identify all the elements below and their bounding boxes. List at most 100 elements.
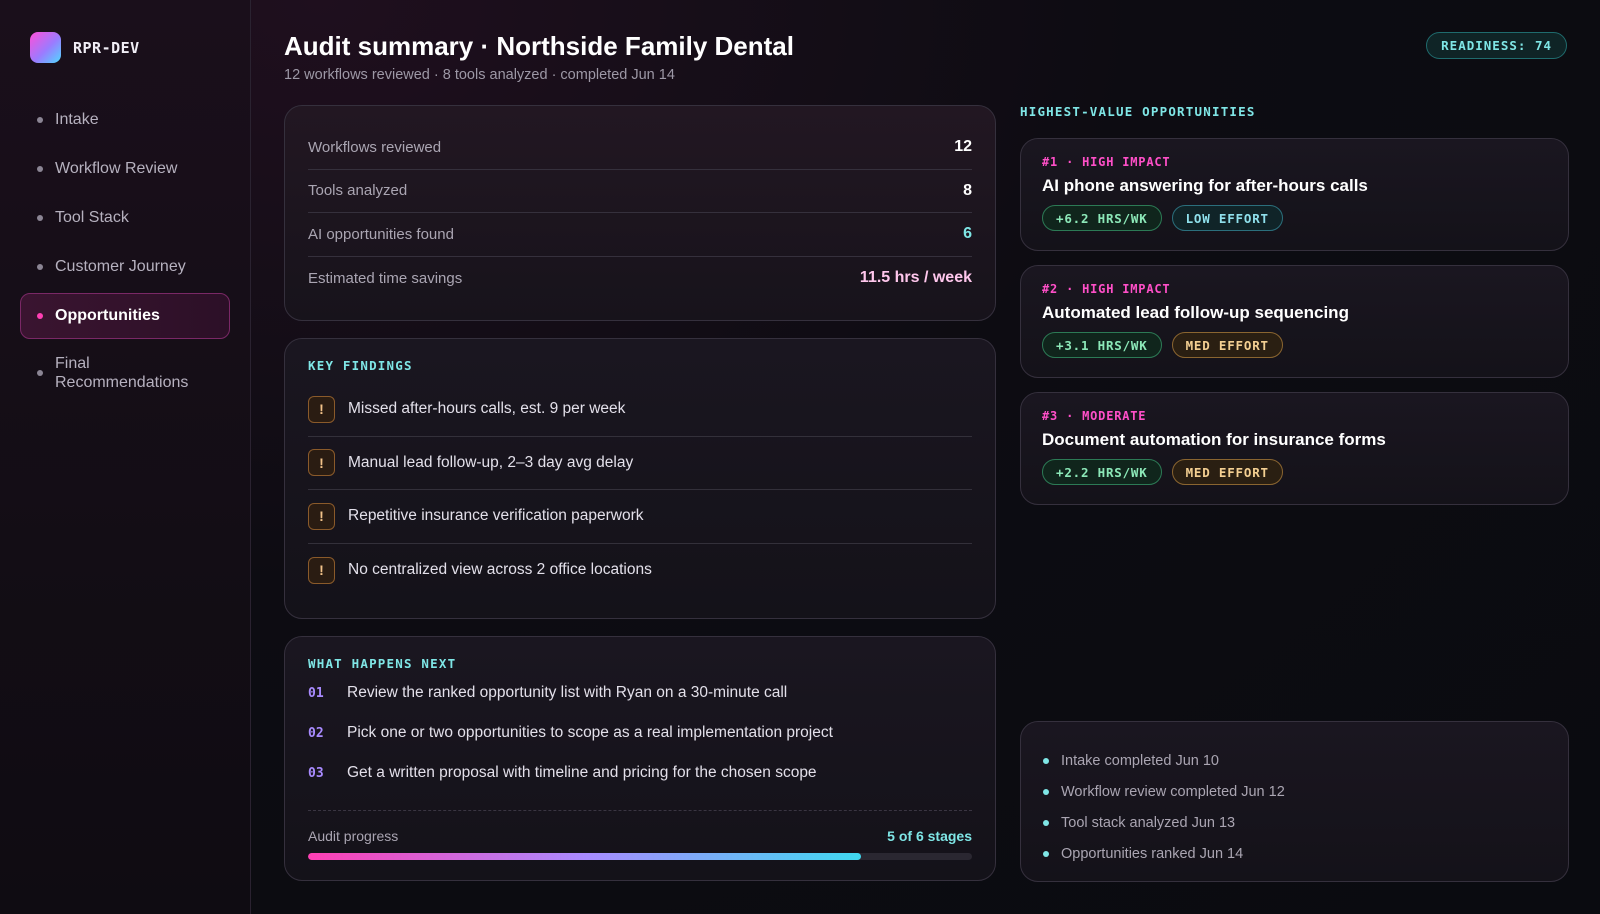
bullet-icon — [37, 165, 43, 172]
bullet-icon — [1043, 850, 1049, 857]
stats-card: Workflows reviewed 12 Tools analyzed 8 A… — [284, 105, 996, 321]
progress-bar-fill — [308, 853, 862, 860]
step-text: Review the ranked opportunity list with … — [347, 684, 788, 701]
progress-header: Audit progress 5 of 6 stages — [308, 828, 972, 844]
timeline-item: Opportunities ranked Jun 14 — [1043, 838, 1546, 869]
bullet-icon — [37, 313, 43, 319]
finding-item: ! Manual lead follow-up, 2–3 day avg del… — [308, 437, 972, 490]
finding-item: ! No centralized view across 2 office lo… — [308, 544, 972, 598]
warning-icon: ! — [308, 449, 335, 477]
timeline-item: Workflow review completed Jun 12 — [1043, 776, 1546, 807]
step-item: 03 Get a written proposal with timeline … — [308, 764, 972, 804]
step-item: 02 Pick one or two opportunities to scop… — [308, 724, 972, 764]
step-number: 02 — [308, 726, 324, 741]
effort-badge: LOW EFFORT — [1171, 205, 1283, 231]
timeline-item: Tool stack analyzed Jun 13 — [1043, 807, 1546, 838]
opportunity-rank: #1 · HIGH IMPACT — [1042, 155, 1171, 169]
step-item: 01 Review the ranked opportunity list wi… — [308, 684, 972, 724]
warning-icon: ! — [308, 502, 335, 530]
timeline-text: Tool stack analyzed Jun 13 — [1061, 814, 1236, 831]
warning-icon: ! — [308, 395, 335, 423]
timeline-text: Intake completed Jun 10 — [1061, 752, 1219, 769]
opportunity-rank: #2 · HIGH IMPACT — [1042, 282, 1171, 296]
opportunity-pills: +2.2 HRS/WK MED EFFORT — [1042, 459, 1547, 485]
opportunity-title: AI phone answering for after-hours calls — [1042, 176, 1368, 195]
stat-row: Workflows reviewed 12 — [308, 126, 972, 170]
finding-item: ! Missed after-hours calls, est. 9 per w… — [308, 383, 972, 437]
finding-item: ! Repetitive insurance verification pape… — [308, 490, 972, 544]
sidebar-item-label: Intake — [55, 110, 99, 128]
sidebar-item-final-recommendations[interactable]: Final Recommendations — [20, 341, 230, 405]
steps-list: 01 Review the ranked opportunity list wi… — [308, 684, 972, 804]
opportunities-heading: HIGHEST-VALUE OPPORTUNITIES — [1020, 104, 1256, 119]
stat-label: Workflows reviewed — [308, 138, 442, 156]
stat-label: Estimated time savings — [308, 269, 463, 287]
opportunity-pills: +3.1 HRS/WK MED EFFORT — [1042, 332, 1547, 358]
finding-text: Manual lead follow-up, 2–3 day avg delay — [348, 453, 634, 471]
stat-row: AI opportunities found 6 — [308, 213, 972, 257]
bullet-icon — [1043, 757, 1049, 764]
brand-logo-icon — [30, 32, 61, 63]
sidebar-item-label: Customer Journey — [55, 257, 186, 275]
warning-icon: ! — [308, 556, 335, 584]
sidebar: RPR-DEV Intake Workflow Review Tool Stac… — [0, 0, 251, 914]
timeline-text: Opportunities ranked Jun 14 — [1061, 845, 1244, 862]
opportunity-rank: #3 · MODERATE — [1042, 409, 1147, 423]
next-steps-card: WHAT HAPPENS NEXT 01 Review the ranked o… — [284, 636, 996, 881]
brand-name: RPR-DEV — [73, 38, 140, 57]
sidebar-item-label: Workflow Review — [55, 159, 178, 177]
hours-badge: +2.2 HRS/WK — [1042, 459, 1162, 485]
step-text: Get a written proposal with timeline and… — [347, 764, 817, 781]
readiness-badge: READINESS: 74 — [1426, 32, 1567, 59]
timeline-card: Intake completed Jun 10 Workflow review … — [1020, 721, 1569, 882]
sidebar-item-customer-journey[interactable]: Customer Journey — [20, 242, 230, 291]
timeline-item: Intake completed Jun 10 — [1043, 745, 1546, 776]
page-title: Audit summary · Northside Family Dental — [284, 31, 794, 61]
sidebar-item-label: Tool Stack — [55, 208, 129, 226]
step-number: 01 — [308, 686, 324, 701]
page-subtitle: 12 workflows reviewed · 8 tools analyzed… — [284, 67, 675, 83]
finding-text: Repetitive insurance verification paperw… — [348, 507, 644, 525]
stat-value: 11.5 hrs / week — [859, 269, 972, 287]
stat-value: 12 — [954, 138, 972, 156]
sidebar-item-tool-stack[interactable]: Tool Stack — [20, 193, 230, 242]
opportunity-title: Automated lead follow-up sequencing — [1042, 303, 1349, 322]
sidebar-item-label: Opportunities — [55, 307, 160, 324]
key-findings-heading: KEY FINDINGS — [308, 358, 413, 373]
opportunity-pills: +6.2 HRS/WK LOW EFFORT — [1042, 205, 1547, 231]
bullet-icon — [1043, 788, 1049, 795]
step-text: Pick one or two opportunities to scope a… — [347, 724, 833, 741]
sidebar-item-workflow-review[interactable]: Workflow Review — [20, 144, 230, 193]
opportunity-card[interactable]: #2 · HIGH IMPACT Automated lead follow-u… — [1020, 265, 1569, 378]
next-steps-heading: WHAT HAPPENS NEXT — [308, 656, 457, 671]
bullet-icon — [37, 263, 43, 270]
stat-label: Tools analyzed — [308, 182, 408, 200]
sidebar-nav: Intake Workflow Review Tool Stack Custom… — [20, 95, 230, 405]
sidebar-item-label: Final Recommendations — [55, 355, 189, 391]
finding-text: No centralized view across 2 office loca… — [348, 561, 652, 579]
sidebar-item-opportunities[interactable]: Opportunities — [20, 293, 230, 339]
effort-badge: MED EFFORT — [1171, 459, 1283, 485]
bullet-icon — [1043, 819, 1049, 826]
bullet-icon — [37, 116, 43, 123]
progress-label: Audit progress — [308, 828, 399, 844]
opportunity-card[interactable]: #3 · MODERATE Document automation for in… — [1020, 392, 1569, 505]
hours-badge: +6.2 HRS/WK — [1042, 205, 1162, 231]
opportunity-title: Document automation for insurance forms — [1042, 430, 1386, 449]
bullet-icon — [37, 370, 43, 376]
step-number: 03 — [308, 766, 324, 781]
finding-text: Missed after-hours calls, est. 9 per wee… — [348, 400, 626, 418]
stat-value: 8 — [963, 181, 972, 199]
sidebar-item-intake[interactable]: Intake — [20, 95, 230, 144]
effort-badge: MED EFFORT — [1171, 332, 1283, 358]
divider — [308, 810, 972, 811]
timeline-text: Workflow review completed Jun 12 — [1061, 783, 1285, 800]
stat-row: Tools analyzed 8 — [308, 170, 972, 213]
key-findings-card: KEY FINDINGS ! Missed after-hours calls,… — [284, 338, 996, 619]
hours-badge: +3.1 HRS/WK — [1042, 332, 1162, 358]
brand[interactable]: RPR-DEV — [30, 32, 140, 63]
bullet-icon — [37, 214, 43, 221]
progress-bar — [308, 853, 972, 860]
stat-label: AI opportunities found — [308, 225, 454, 243]
opportunity-card[interactable]: #1 · HIGH IMPACT AI phone answering for … — [1020, 138, 1569, 251]
